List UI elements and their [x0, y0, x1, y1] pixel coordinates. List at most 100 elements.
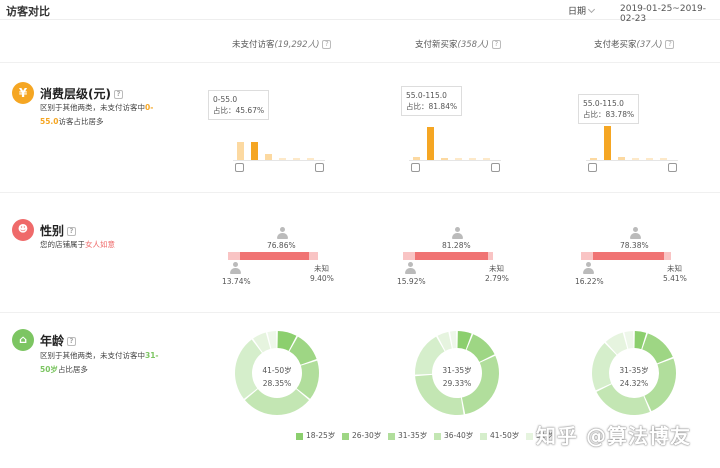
consumption-bar[interactable]: [618, 157, 625, 160]
female-pct: 81.28%: [442, 241, 471, 250]
column-count: (358人): [457, 40, 489, 50]
help-icon[interactable]: ?: [665, 40, 675, 49]
help-icon[interactable]: ?: [67, 227, 77, 236]
donut-segment[interactable]: [596, 384, 650, 415]
consumption-tooltip: 55.0-115.0 占比：83.78%: [578, 94, 640, 124]
divider: [0, 62, 720, 63]
donut-segment[interactable]: [235, 339, 262, 399]
top-bar: 访客对比 日期 2019-01-25~2019-02-23: [0, 0, 720, 24]
legend-item[interactable]: 18-25岁: [296, 430, 335, 441]
donut-segment[interactable]: [277, 331, 297, 351]
chevron-down-icon: [587, 5, 596, 14]
donut-segment[interactable]: [642, 333, 673, 364]
consumption-bar[interactable]: [632, 158, 639, 160]
axis-scroll-icon[interactable]: [668, 163, 677, 172]
donut-segment[interactable]: [289, 336, 317, 365]
donut-segment[interactable]: [267, 331, 277, 349]
axis-scroll-icon[interactable]: [588, 163, 597, 172]
gender-bar[interactable]: [228, 252, 318, 260]
gender-bar-female: [593, 252, 664, 260]
axis-scroll-icon[interactable]: [491, 163, 500, 172]
legend-item[interactable]: 41-50岁: [480, 430, 519, 441]
consumption-tooltip: 0-55.0 占比：45.67%: [208, 90, 270, 120]
consumption-bar[interactable]: [590, 158, 597, 160]
consumption-bar[interactable]: [265, 154, 272, 160]
consumption-bar[interactable]: [427, 127, 434, 160]
unknown-label: 未知: [489, 264, 504, 273]
donut-segment[interactable]: [244, 389, 310, 415]
column-label: 支付新买家: [415, 40, 458, 50]
divider: [0, 192, 720, 193]
donut-segment[interactable]: [605, 332, 628, 355]
consumption-bar[interactable]: [293, 158, 300, 160]
consumption-bar[interactable]: [469, 158, 476, 160]
axis-scroll-icon[interactable]: [315, 163, 324, 172]
donut-segment[interactable]: [415, 336, 445, 375]
female-pct: 78.38%: [620, 241, 649, 250]
donut-segment[interactable]: [461, 355, 499, 415]
help-icon[interactable]: ?: [322, 40, 332, 49]
male-pct: 16.22%: [575, 277, 604, 286]
axis-scroll-icon[interactable]: [235, 163, 244, 172]
axis-line: [233, 160, 325, 161]
donut-center-label: 31-35岁 24.32%: [619, 366, 649, 388]
donut-segment[interactable]: [644, 358, 676, 412]
consumption-bar[interactable]: [413, 157, 420, 160]
help-icon[interactable]: ?: [113, 90, 123, 99]
consumption-bar[interactable]: [483, 158, 490, 160]
donut-segment[interactable]: [624, 331, 634, 349]
donut-segment[interactable]: [415, 374, 464, 415]
legend-item[interactable]: 51岁: [526, 430, 553, 441]
help-icon[interactable]: ?: [491, 40, 501, 49]
legend-swatch: [388, 432, 395, 440]
users-icon: ☻: [12, 219, 34, 241]
column-header-old-buyers: 支付老买家(37人)?: [594, 38, 675, 50]
donut-segment[interactable]: [449, 331, 457, 349]
gender-bar[interactable]: [403, 252, 493, 260]
unknown-pct: 9.40%: [310, 274, 334, 283]
consumption-bar[interactable]: [646, 158, 653, 160]
male-icon: [230, 262, 241, 274]
legend-swatch: [296, 432, 303, 440]
donut-segment[interactable]: [466, 334, 495, 362]
legend-item[interactable]: 31-35岁: [388, 430, 427, 441]
column-count: (19,292人): [274, 40, 320, 50]
column-label: 未支付访客: [232, 40, 275, 50]
donut-segment[interactable]: [457, 331, 472, 350]
consumption-bar[interactable]: [441, 158, 448, 160]
home-icon: ⌂: [12, 329, 34, 351]
female-icon: [630, 227, 641, 239]
column-header-unpaid: 未支付访客(19,292人)?: [232, 38, 332, 50]
legend-item[interactable]: 26-30岁: [342, 430, 381, 441]
male-icon: [405, 262, 416, 274]
section-title-age: 年龄?: [40, 332, 77, 349]
gender-bar-female: [240, 252, 309, 260]
consumption-bar[interactable]: [307, 158, 314, 160]
section-desc-age: 区别于其他两类，未支付访客中31-50岁占比居多: [40, 351, 159, 374]
consumption-bar[interactable]: [251, 142, 258, 160]
donut-segment[interactable]: [296, 360, 319, 399]
legend-swatch: [434, 432, 441, 440]
yen-icon: ¥: [12, 82, 34, 104]
consumption-bar[interactable]: [237, 142, 244, 160]
consumption-bar[interactable]: [660, 158, 667, 160]
section-title-consumption: 消费层级(元)?: [40, 85, 123, 102]
section-desc-consumption: 区别于其他两类，未支付访客中0-55.0访客占比居多: [40, 103, 154, 126]
gender-bar[interactable]: [581, 252, 671, 260]
column-header-new-buyers: 支付新买家(358人)?: [415, 38, 501, 50]
donut-segment[interactable]: [634, 331, 647, 350]
donut-segment[interactable]: [253, 332, 271, 353]
consumption-bar[interactable]: [279, 158, 286, 160]
help-icon[interactable]: ?: [67, 337, 77, 346]
consumption-tooltip: 55.0-115.0 占比：81.84%: [401, 86, 463, 116]
legend-swatch: [526, 432, 533, 440]
donut-segment[interactable]: [592, 343, 617, 391]
date-granularity-dropdown[interactable]: 日期: [568, 4, 596, 17]
axis-scroll-icon[interactable]: [411, 163, 420, 172]
donut-segment[interactable]: [437, 331, 452, 351]
consumption-bar[interactable]: [604, 126, 611, 160]
legend-item[interactable]: 36-40岁: [434, 430, 473, 441]
legend-swatch: [342, 432, 349, 440]
consumption-bar[interactable]: [455, 158, 462, 160]
